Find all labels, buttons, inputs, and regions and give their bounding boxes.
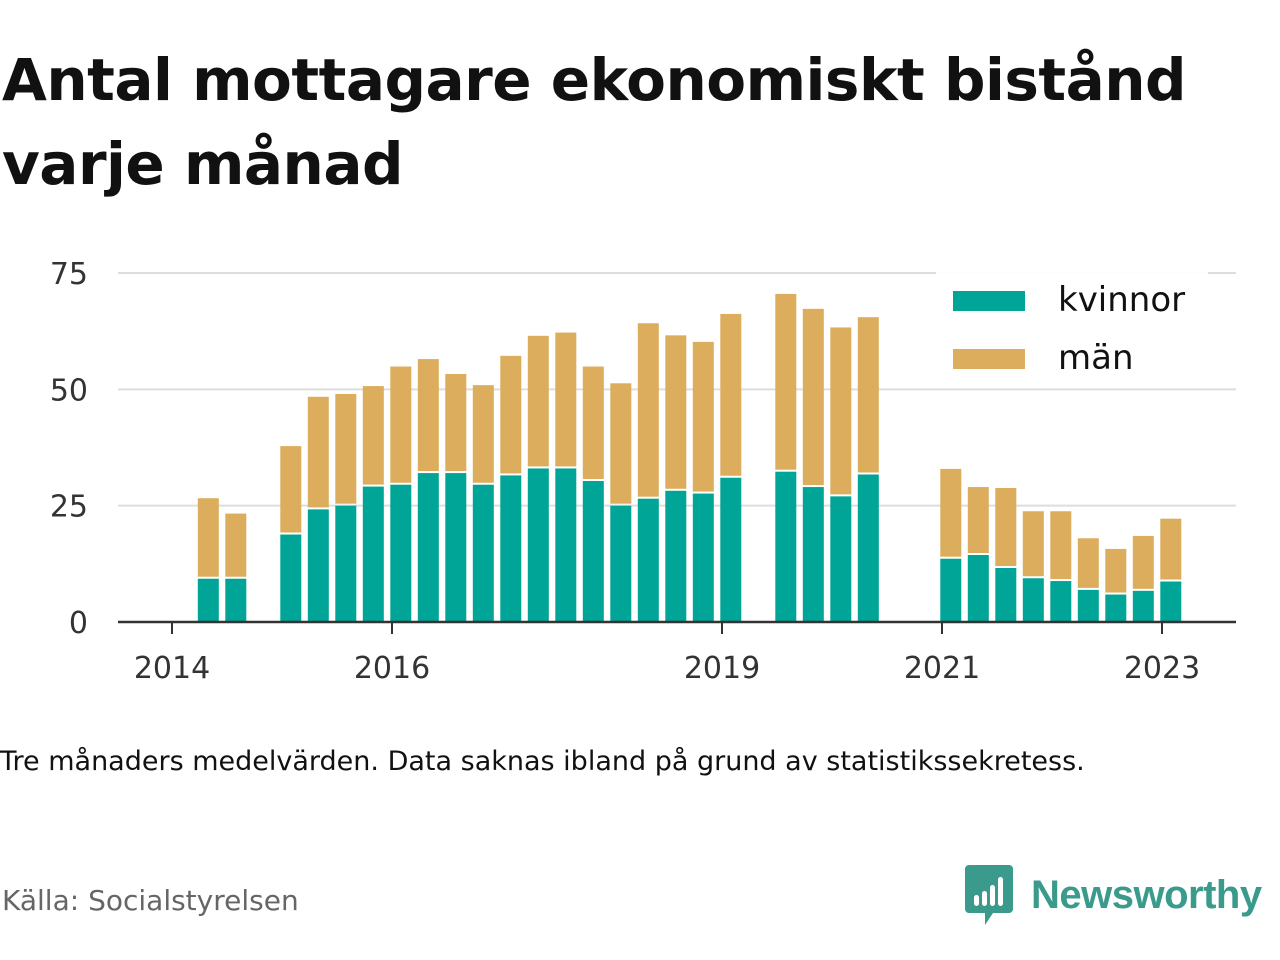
bar-man-24: [967, 487, 989, 553]
source-label: Källa: Socialstyrelsen: [2, 884, 299, 917]
bar-man-26: [1022, 511, 1044, 577]
bar-man-5: [362, 386, 384, 485]
bar-kvinnor-27: [1050, 581, 1072, 622]
bar-man-29: [1105, 548, 1127, 593]
y-axis-tick-labels: 0 25 50 75: [50, 257, 88, 641]
y-tick-label-25: 25: [50, 490, 88, 525]
bar-kvinnor-9: [472, 484, 494, 622]
bar-man-11: [527, 335, 549, 467]
bar-man-13: [582, 366, 604, 480]
x-tick-label-2014: 2014: [134, 651, 210, 686]
bar-kvinnor-31: [1160, 581, 1182, 622]
bar-kvinnor-12: [555, 468, 577, 622]
bar-man-19: [775, 293, 797, 470]
bar-kvinnor-5: [362, 486, 384, 622]
bar-kvinnor-14: [610, 505, 632, 622]
chart-title: Antal mottagare ekonomiskt bistånd varje…: [2, 46, 1187, 198]
bar-kvinnor-21: [830, 496, 852, 622]
y-tick-label-50: 50: [50, 373, 88, 408]
bar-man-21: [830, 327, 852, 495]
legend-swatch-1: [953, 349, 1025, 369]
bar-man-20: [802, 308, 824, 486]
y-tick-label-0: 0: [69, 606, 88, 641]
bar-kvinnor-23: [940, 558, 962, 622]
bar-man-18: [720, 313, 742, 476]
bar-man-23: [940, 468, 962, 557]
y-tick-label-75: 75: [50, 257, 88, 292]
legend-label-0: kvinnor: [1058, 280, 1185, 320]
bar-man-22: [857, 317, 879, 473]
bar-kvinnor-16: [665, 490, 687, 622]
bar-kvinnor-3: [307, 509, 329, 622]
bar-kvinnor-22: [857, 474, 879, 622]
bar-man-10: [500, 355, 522, 474]
bars: [197, 293, 1182, 622]
bar-kvinnor-4: [335, 505, 357, 622]
bar-kvinnor-0: [197, 578, 219, 622]
bar-man-17: [692, 341, 714, 492]
legend: kvinnor män: [936, 272, 1208, 388]
bar-man-1: [225, 513, 247, 577]
x-tick-label-2016: 2016: [354, 651, 430, 686]
bar-kvinnor-15: [637, 498, 659, 622]
bar-kvinnor-6: [390, 484, 412, 622]
bar-kvinnor-26: [1022, 578, 1044, 622]
bar-kvinnor-2: [280, 534, 302, 622]
bar-kvinnor-17: [692, 493, 714, 622]
bar-kvinnor-20: [802, 487, 824, 622]
bar-kvinnor-18: [720, 477, 742, 622]
bar-man-15: [637, 323, 659, 497]
x-axis-ticks: 2014 2016 2019 2021 2023: [134, 622, 1200, 686]
newsworthy-logo: Newsworthy: [965, 864, 1262, 926]
newsworthy-logo-icon: [965, 865, 1013, 925]
x-tick-label-2019: 2019: [684, 651, 760, 686]
stacked-bar-chart: 0 25 50 75 2014 2016 2019 2021 2023 kvinnor män: [50, 257, 1236, 686]
legend-swatch-0: [953, 291, 1025, 311]
bar-kvinnor-29: [1105, 594, 1127, 622]
bar-man-6: [390, 366, 412, 483]
bar-man-14: [610, 383, 632, 504]
bar-man-8: [445, 373, 467, 472]
bar-kvinnor-30: [1132, 590, 1154, 622]
bar-kvinnor-1: [225, 578, 247, 622]
bar-kvinnor-24: [967, 554, 989, 622]
bar-man-12: [555, 332, 577, 467]
bar-man-4: [335, 393, 357, 504]
bar-kvinnor-13: [582, 481, 604, 622]
bar-man-31: [1160, 518, 1182, 580]
chart-note: Tre månaders medelvärden. Data saknas ib…: [0, 746, 1085, 777]
legend-label-1: män: [1058, 338, 1134, 378]
bar-kvinnor-10: [500, 475, 522, 622]
bar-kvinnor-28: [1077, 589, 1099, 622]
x-tick-label-2021: 2021: [904, 651, 980, 686]
bar-man-7: [417, 359, 439, 472]
bar-kvinnor-7: [417, 473, 439, 622]
bar-man-9: [472, 385, 494, 483]
bar-kvinnor-8: [445, 473, 467, 622]
bar-kvinnor-25: [995, 568, 1017, 622]
bar-man-27: [1050, 511, 1072, 580]
bar-kvinnor-19: [775, 471, 797, 622]
bar-man-30: [1132, 535, 1154, 589]
newsworthy-brand-name: Newsworthy: [1031, 872, 1262, 917]
bar-man-0: [197, 498, 219, 577]
bar-kvinnor-11: [527, 468, 549, 622]
bar-man-28: [1077, 538, 1099, 588]
bar-man-16: [665, 335, 687, 489]
bar-man-2: [280, 446, 302, 533]
bar-man-25: [995, 487, 1017, 567]
bar-man-3: [307, 396, 329, 508]
x-tick-label-2023: 2023: [1124, 651, 1200, 686]
